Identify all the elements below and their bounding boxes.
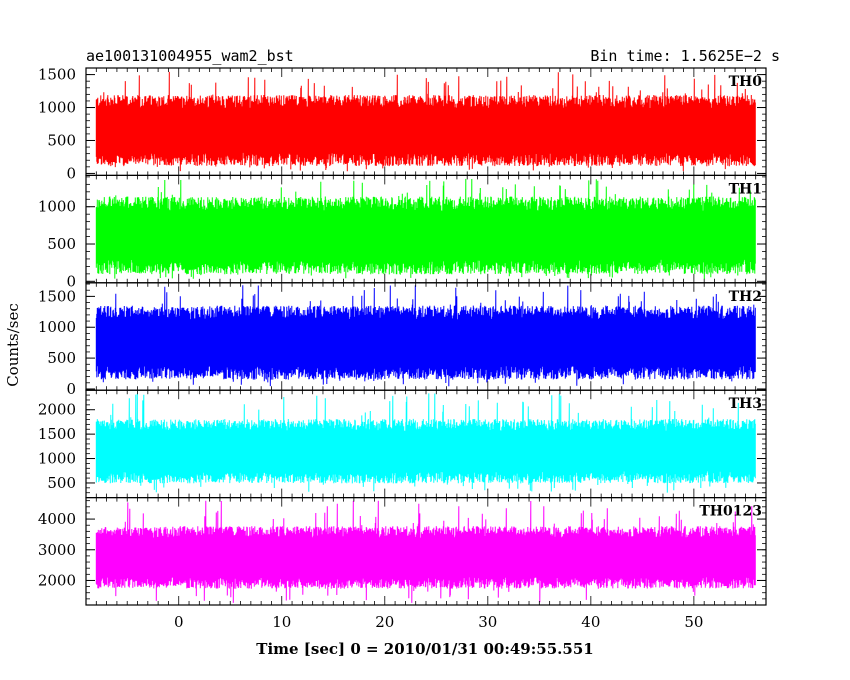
y-tick-label: 1500 (38, 66, 76, 84)
y-tick-label: 2000 (38, 571, 76, 589)
panel-th2: 0 500 1000 1500 TH2 (38, 282, 767, 398)
x-tick-label: 30 (478, 613, 497, 631)
bin-time-label: Bin time: 1.5625E−2 s (590, 47, 780, 65)
y-tick-label: 1000 (38, 198, 76, 216)
y-tick-label: 0 (66, 164, 76, 182)
y-tick-label: 500 (47, 474, 76, 492)
y-tick-label: 3000 (38, 541, 76, 559)
y-tick-label: 1500 (38, 425, 76, 443)
y-tick-label: 500 (47, 235, 76, 253)
y-tick-label: 4000 (38, 510, 76, 528)
panel-th0: 0 500 1000 1500 TH0 (38, 66, 767, 182)
x-tick-label: 50 (684, 613, 703, 631)
y-tick-label: 1000 (38, 99, 76, 117)
panels-group: 0 500 1000 1500 TH0 0 500 1000 TH1 0 500 1000 1500 TH… (38, 66, 767, 606)
y-tick-label: 0 (66, 380, 76, 398)
y-tick-label: 1500 (38, 287, 76, 305)
chart-title: ae100131004955_wam2_bst (86, 47, 294, 65)
panel-th3: 500 1000 1500 2000 TH3 (38, 389, 767, 499)
series-line-th3 (95, 393, 756, 493)
series-line-th0 (95, 71, 756, 172)
series-line-th2 (95, 285, 756, 387)
x-axis-label: Time [sec] 0 = 2010/01/31 00:49:55.551 (256, 640, 593, 658)
panel-label-th0123: TH0123 (699, 504, 762, 520)
series-line-th1 (95, 178, 756, 280)
y-tick-label: 2000 (38, 401, 76, 419)
x-tick-label: 20 (375, 613, 394, 631)
y-tick-label: 500 (47, 349, 76, 367)
panel-label-th0: TH0 (729, 74, 763, 90)
x-tick-label: 40 (581, 613, 600, 631)
y-tick-label: 500 (47, 131, 76, 149)
y-axis-label: Counts/sec (4, 303, 22, 387)
y-tick-label: 1000 (38, 318, 76, 336)
panel-label-th3: TH3 (729, 396, 762, 412)
y-tick-label: 1000 (38, 450, 76, 468)
panel-label-th2: TH2 (729, 289, 762, 305)
x-tick-label: 10 (272, 613, 291, 631)
panel-th1: 0 500 1000 TH1 (38, 174, 767, 290)
x-axis-ticks: 0 10 20 30 40 50 (174, 613, 703, 631)
y-tick-label: 0 (66, 272, 76, 290)
panel-label-th1: TH1 (729, 181, 762, 197)
x-tick-label: 0 (174, 613, 184, 631)
series-line-th0123 (95, 500, 756, 603)
panel-th0123: 2000 3000 4000 TH0123 (38, 497, 767, 606)
